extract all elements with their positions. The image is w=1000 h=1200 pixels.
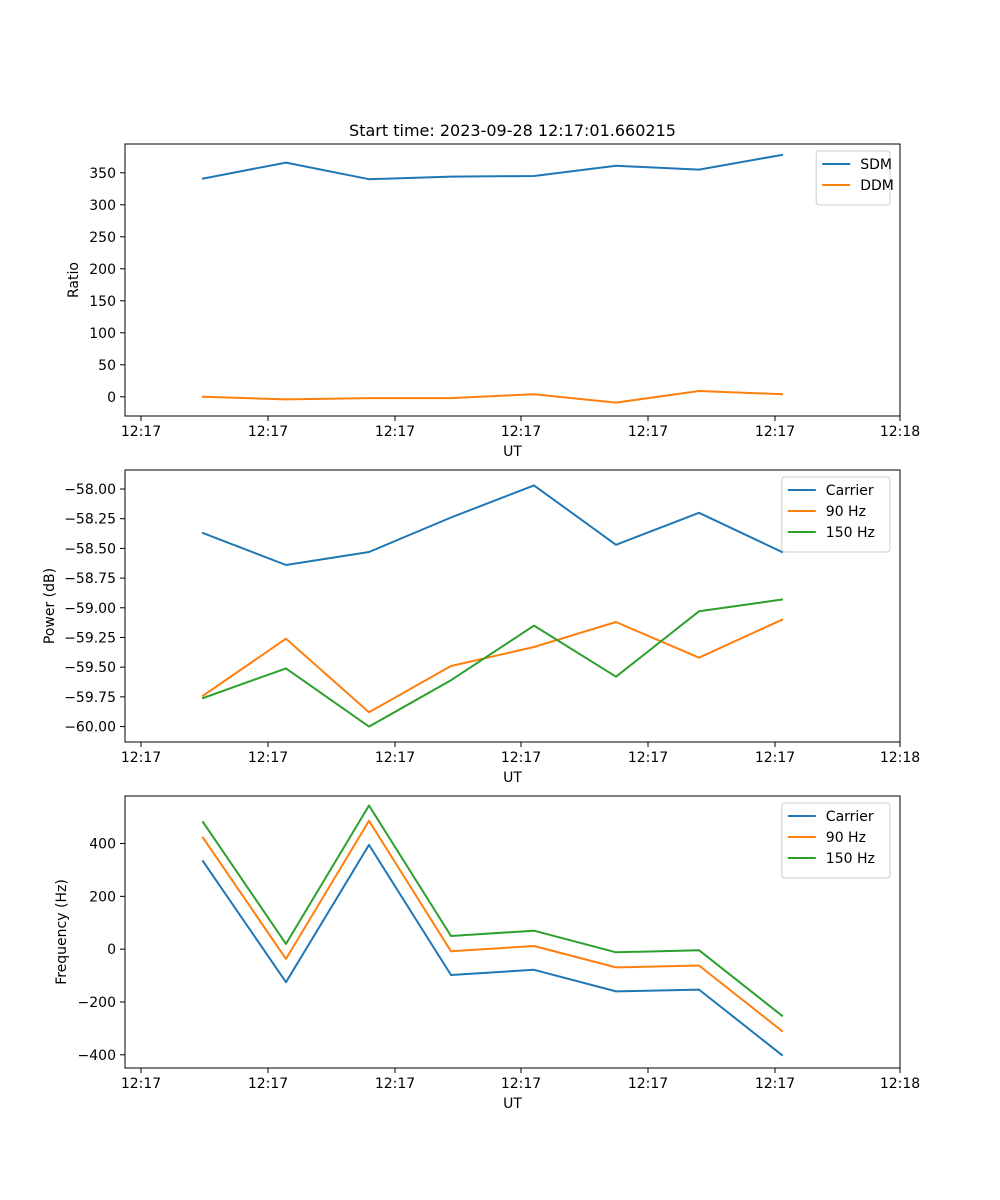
series-line-ddm [201, 390, 784, 404]
legend-label: Carrier [826, 809, 874, 825]
legend-label: 150 Hz [826, 525, 875, 541]
x-tick-label: 12:17 [248, 424, 288, 440]
x-tick-label: 12:17 [755, 424, 795, 440]
y-tick-label: −59.50 [64, 660, 116, 676]
y-tick-label: 350 [89, 166, 116, 182]
chart-panel-3: 12:17 12:17 12:17 12:17 12:17 12:17 12:18 UT −40… [54, 795, 920, 1112]
legend: Carrier 90 Hz 150 Hz [781, 802, 891, 879]
y-tick-label: −60.00 [64, 720, 116, 736]
x-tick-label: 12:17 [121, 424, 161, 440]
y-tick-label: −59.00 [64, 601, 116, 617]
y-tick-label: 200 [89, 262, 116, 278]
x-tick-label: 12:17 [375, 424, 415, 440]
y-tick-label: −58.50 [64, 541, 116, 557]
y-tick-label: 200 [89, 889, 116, 905]
y-tick-label: −59.75 [64, 690, 116, 706]
legend-label: 90 Hz [826, 830, 866, 846]
x-axis-label: UT [503, 444, 522, 460]
y-tick-label: 100 [89, 326, 116, 342]
chart-panel-2: 12:17 12:17 12:17 12:17 12:17 12:17 12:18 UT −60… [42, 469, 920, 786]
x-tick-label: 12:17 [248, 750, 288, 766]
series-line-150-hz [201, 598, 784, 728]
series-line-150-hz [201, 804, 784, 1018]
y-tick-label: 0 [107, 942, 116, 958]
x-tick-label: 12:18 [880, 750, 920, 766]
x-tick-label: 12:17 [628, 750, 668, 766]
y-tick-label: 0 [107, 390, 116, 406]
x-tick-label: 12:17 [121, 1076, 161, 1092]
x-tick-label: 12:17 [501, 424, 541, 440]
series-line-90-hz [201, 618, 784, 714]
series-line-carrier [201, 843, 784, 1057]
series-line-carrier [201, 484, 784, 566]
y-tick-label: −400 [78, 1048, 116, 1064]
y-tick-label: −58.00 [64, 482, 116, 498]
y-tick-label: 150 [89, 294, 116, 310]
chart-panel-1: Start time: 2023-09-28 12:17:01.660215 12… [66, 121, 920, 460]
x-axis-label: UT [503, 1096, 522, 1112]
legend-box [781, 476, 891, 553]
chart-title: Start time: 2023-09-28 12:17:01.660215 [349, 121, 676, 140]
series-line-sdm [201, 153, 784, 181]
y-tick-label: −58.75 [64, 571, 116, 587]
x-tick-label: 12:18 [880, 424, 920, 440]
y-tick-label: −59.25 [64, 630, 116, 646]
y-tick-label: 250 [89, 230, 116, 246]
axes-frame [124, 469, 901, 743]
series-line-90-hz [201, 819, 784, 1033]
x-tick-label: 12:17 [501, 750, 541, 766]
x-axis-label: UT [503, 770, 522, 786]
y-tick-label: −58.25 [64, 512, 116, 528]
x-tick-label: 12:17 [121, 750, 161, 766]
y-tick-label: 300 [89, 198, 116, 214]
y-axis-label: Frequency (Hz) [54, 879, 70, 985]
x-tick-label: 12:17 [755, 1076, 795, 1092]
legend-box [781, 802, 891, 879]
legend-label: Carrier [826, 483, 874, 499]
x-tick-label: 12:17 [628, 1076, 668, 1092]
legend-label: SDM [860, 157, 892, 173]
legend-label: 90 Hz [826, 504, 866, 520]
axes-frame [124, 795, 901, 1069]
x-tick-label: 12:17 [375, 750, 415, 766]
x-tick-label: 12:17 [501, 1076, 541, 1092]
x-tick-label: 12:18 [880, 1076, 920, 1092]
legend: SDM DDM [815, 150, 894, 206]
legend: Carrier 90 Hz 150 Hz [781, 476, 891, 553]
legend-label: DDM [860, 178, 894, 194]
y-tick-label: −200 [78, 995, 116, 1011]
legend-label: 150 Hz [826, 851, 875, 867]
x-tick-label: 12:17 [628, 424, 668, 440]
y-tick-label: 50 [98, 358, 116, 374]
y-axis-label: Power (dB) [42, 568, 58, 644]
y-tick-label: 400 [89, 837, 116, 853]
axes-frame [124, 143, 901, 417]
y-axis-label: Ratio [66, 262, 82, 298]
x-tick-label: 12:17 [248, 1076, 288, 1092]
x-tick-label: 12:17 [755, 750, 795, 766]
x-tick-label: 12:17 [375, 1076, 415, 1092]
